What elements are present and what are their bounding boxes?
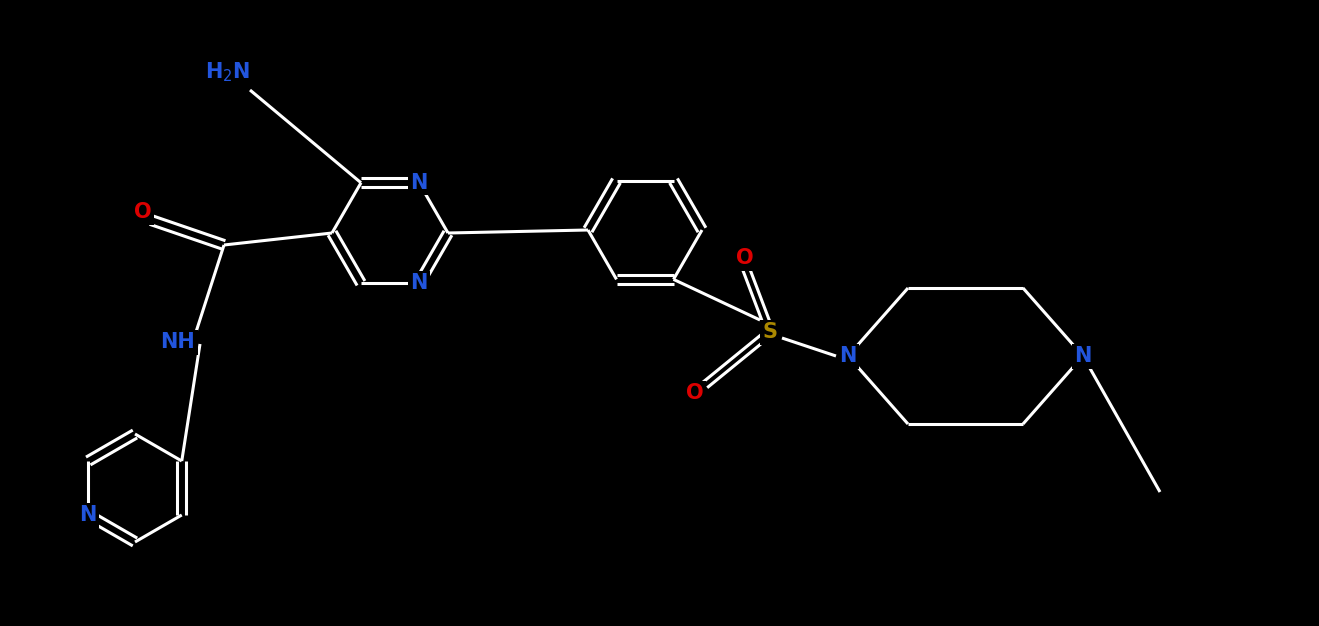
Text: H$_2$N: H$_2$N xyxy=(206,60,251,84)
Text: N: N xyxy=(79,505,96,525)
Text: N: N xyxy=(410,173,427,193)
Text: O: O xyxy=(736,248,754,268)
Text: S: S xyxy=(762,322,777,342)
Text: N: N xyxy=(839,346,856,366)
Text: N: N xyxy=(410,273,427,293)
Text: N: N xyxy=(1074,346,1092,366)
Text: O: O xyxy=(135,202,152,222)
Text: O: O xyxy=(686,383,704,403)
Text: NH: NH xyxy=(161,332,195,352)
